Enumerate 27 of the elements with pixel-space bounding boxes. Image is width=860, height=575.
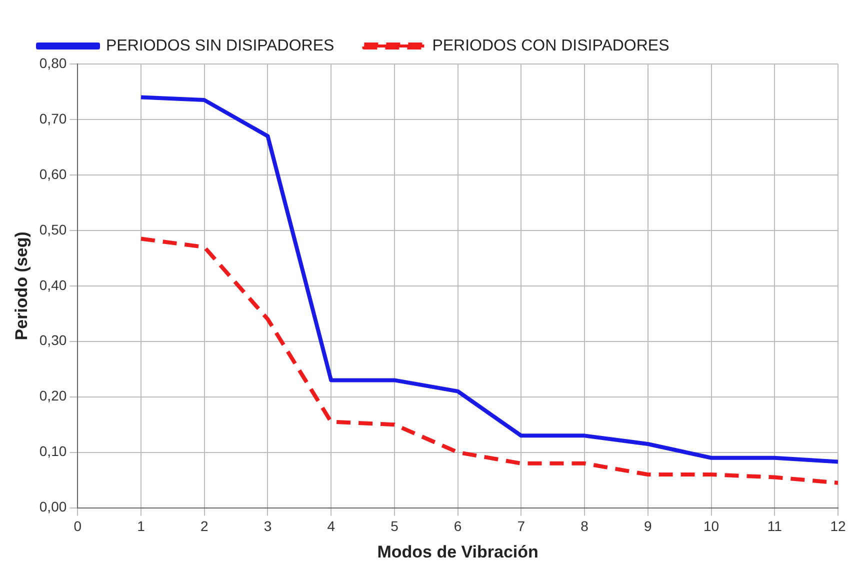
x-tick-label: 2 (200, 518, 208, 534)
x-axis-title: Modos de Vibración (377, 542, 538, 562)
line-series (139, 236, 838, 485)
x-tick-label: 6 (454, 518, 462, 534)
y-tick-label: 0,60 (39, 166, 67, 182)
y-tick-label: 0,40 (39, 276, 67, 293)
y-tick-label: 0,70 (39, 110, 67, 126)
y-tick-label: 0,80 (39, 54, 67, 71)
x-tick-label: 3 (264, 518, 272, 534)
y-axis-title: Periodo (seg) (12, 232, 31, 340)
y-tick-label: 0,10 (39, 443, 67, 460)
x-tick-label: 1 (137, 518, 146, 534)
legend-label: PERIODOS SIN DISIPADORES (106, 37, 334, 54)
y-tick-label: 0,20 (39, 388, 67, 404)
legend-label: PERIODOS CON DISIPADORES (432, 37, 670, 54)
x-tick-label: 12 (830, 518, 846, 534)
x-tick-label: 7 (517, 518, 526, 534)
y-tick-label: 0,50 (39, 221, 67, 238)
x-tick-label: 5 (390, 518, 399, 534)
x-tick-label: 11 (767, 518, 782, 534)
x-tick-label: 10 (703, 518, 720, 534)
x-tick-label: 8 (580, 518, 589, 534)
y-tick-label: 0,30 (39, 332, 67, 348)
x-tick-label: 0 (74, 518, 82, 534)
y-tick-label: 0,00 (39, 498, 67, 515)
x-tick-label: 9 (644, 518, 652, 534)
x-tick-label: 4 (327, 518, 336, 534)
